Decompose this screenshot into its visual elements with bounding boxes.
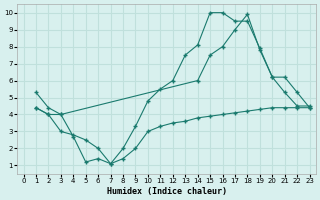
X-axis label: Humidex (Indice chaleur): Humidex (Indice chaleur) <box>107 187 227 196</box>
